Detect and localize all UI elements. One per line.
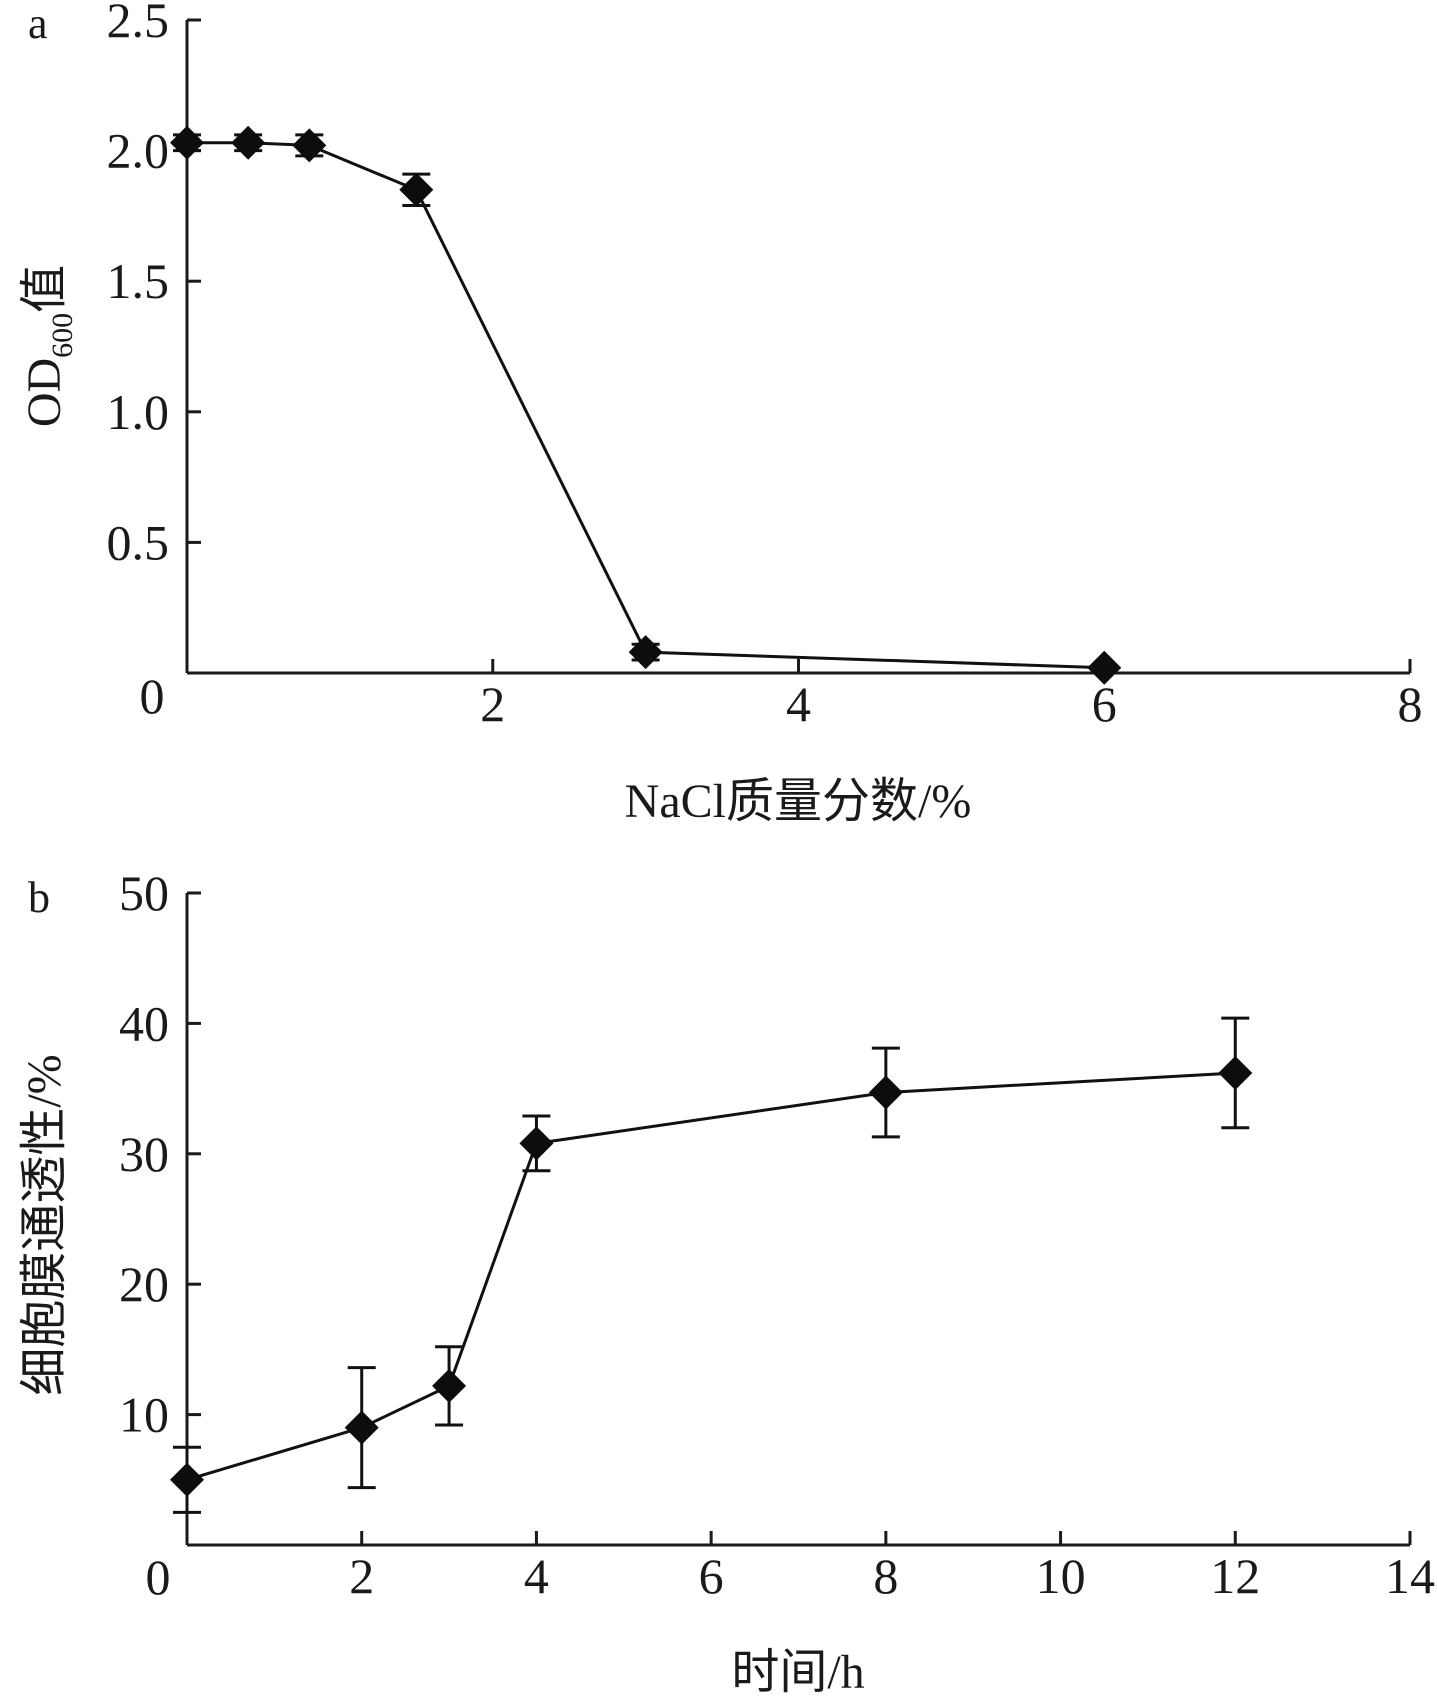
panel-b-letter: b	[28, 873, 50, 922]
panel-a-data-point	[628, 635, 663, 670]
panel-b-data-point	[344, 1410, 379, 1445]
panel-a-y-tick-label: 0.5	[107, 514, 170, 570]
panel-a-data-point	[170, 125, 204, 160]
panel-b-y-tick-label: 40	[119, 995, 169, 1051]
panel-b-y-tick-label: 30	[119, 1126, 169, 1182]
panel-a-data-point	[231, 125, 266, 160]
panel-b-x-tick-label: 14	[1385, 1548, 1435, 1604]
panel-a-data-point	[399, 172, 434, 207]
panel-b-x-tick-label: 8	[873, 1548, 898, 1604]
panel-b-permeability-vs-time: b 10 20 30 40 50 2 4 6 8 10 12 14 0 时间/h 细胞膜通透性/%	[18, 865, 1435, 1698]
panel-a-x-tick-label: 4	[786, 676, 811, 732]
panel-b-x-tick-label: 6	[699, 1548, 724, 1604]
panel-b-data-point	[1218, 1055, 1253, 1090]
panel-b-x-tick-label: 4	[524, 1548, 549, 1604]
panel-a-x-tick-label: 6	[1092, 676, 1117, 732]
panel-a-data-point	[292, 128, 327, 163]
panel-b-data-point	[432, 1368, 467, 1403]
panel-b-y-axis-title: 细胞膜通透性/%	[18, 1054, 71, 1395]
panel-b-y-tick-label: 10	[119, 1387, 169, 1443]
panel-a-letter: a	[28, 0, 48, 48]
panel-a-y-tick-label: 2.5	[107, 0, 170, 48]
panel-b-x-tick-label: 12	[1210, 1548, 1260, 1604]
panel-a-x-axis-title: NaCl质量分数/%	[625, 775, 972, 828]
panel-b-data-point	[519, 1126, 554, 1161]
panel-a-x-tick-label: 8	[1398, 676, 1423, 732]
panel-a-y-tick-label: 2.0	[107, 123, 170, 179]
panel-a-y-tick-label: 1.5	[107, 253, 170, 309]
panel-a-origin-label: 0	[140, 668, 165, 724]
panel-b-data-point	[170, 1462, 204, 1497]
panel-a-x-tick-label: 2	[480, 676, 505, 732]
panel-a-y-axis-title: OD600值	[18, 265, 79, 427]
panel-b-series-line	[186, 1071, 1236, 1482]
panel-b-data-point	[868, 1075, 903, 1110]
panel-b-y-tick-label: 50	[119, 865, 169, 921]
panel-b-y-tick-label: 20	[119, 1256, 169, 1312]
panel-b-x-tick-label: 2	[349, 1548, 374, 1604]
panel-b-origin-label: 0	[146, 1549, 171, 1605]
panel-a-series-line	[187, 141, 1105, 670]
panel-b-x-tick-label: 10	[1036, 1548, 1086, 1604]
panel-a-y-tick-label: 1.0	[107, 384, 170, 440]
panel-a-od600-vs-nacl: a 0.5 1.0 1.5 2.0 2.5 2 4 6 8 0 NaCl质量分数/% OD600…	[18, 0, 1423, 828]
panel-a-data-point	[1087, 650, 1122, 685]
panel-b-x-axis-title: 时间/h	[731, 1646, 864, 1698]
